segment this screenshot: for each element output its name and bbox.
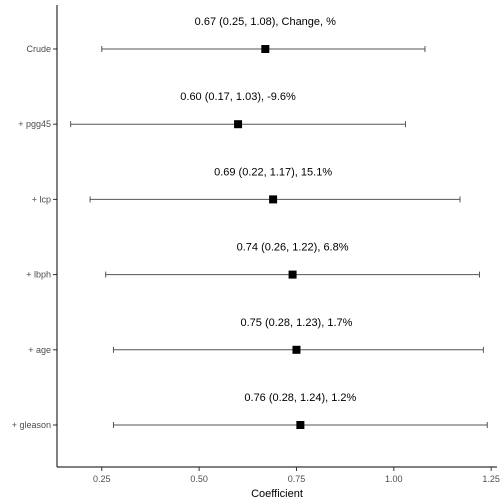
point-estimate — [269, 195, 278, 204]
x-axis-title: Coefficient — [251, 488, 303, 500]
point-estimate — [292, 345, 301, 354]
x-tick-label: 0.25 — [93, 474, 111, 484]
y-tick-label: + lcp — [32, 194, 51, 204]
estimate-annotation: 0.60 (0.17, 1.03), -9.6% — [180, 91, 296, 103]
x-tick-label: 0.50 — [190, 474, 208, 484]
y-tick-label: + gleason — [12, 420, 51, 430]
estimate-annotation: 0.69 (0.22, 1.17), 15.1% — [214, 166, 332, 178]
x-tick-label: 1.00 — [385, 474, 403, 484]
forest-row: + pgg45 0.60 (0.17, 1.03), -9.6% — [18, 91, 406, 129]
y-tick-label: + pgg45 — [18, 119, 51, 129]
point-estimate — [296, 421, 305, 429]
estimate-annotation: 0.74 (0.26, 1.22), 6.8% — [237, 242, 349, 254]
estimate-annotation: 0.76 (0.28, 1.24), 1.2% — [244, 392, 356, 404]
forest-row: Crude 0.67 (0.25, 1.08), Change, % — [26, 16, 426, 54]
estimate-annotation: 0.75 (0.28, 1.23), 1.7% — [241, 317, 353, 329]
point-estimate — [234, 120, 243, 129]
rows-layer: Crude 0.67 (0.25, 1.08), Change, % + pgg45… — [12, 16, 488, 430]
x-tick-label: 1.25 — [482, 474, 500, 484]
x-tick-label: 0.75 — [288, 474, 306, 484]
axis-layer — [56, 5, 497, 468]
estimate-annotation: 0.67 (0.25, 1.08), Change, % — [195, 16, 336, 28]
x-ticks: 0.25 0.50 0.75 1.00 1.25 — [93, 467, 500, 484]
forest-row: + lcp 0.69 (0.22, 1.17), 15.1% — [32, 166, 461, 204]
point-estimate — [288, 270, 297, 279]
forest-row: + gleason 0.76 (0.28, 1.24), 1.2% — [12, 392, 488, 430]
y-tick-label: + lbph — [26, 270, 51, 280]
point-estimate — [261, 45, 270, 53]
y-tick-label: + age — [28, 345, 51, 355]
forest-row: + age 0.75 (0.28, 1.23), 1.7% — [28, 317, 484, 355]
y-tick-label: Crude — [26, 44, 51, 54]
forest-row: + lbph 0.74 (0.26, 1.22), 6.8% — [26, 242, 480, 280]
